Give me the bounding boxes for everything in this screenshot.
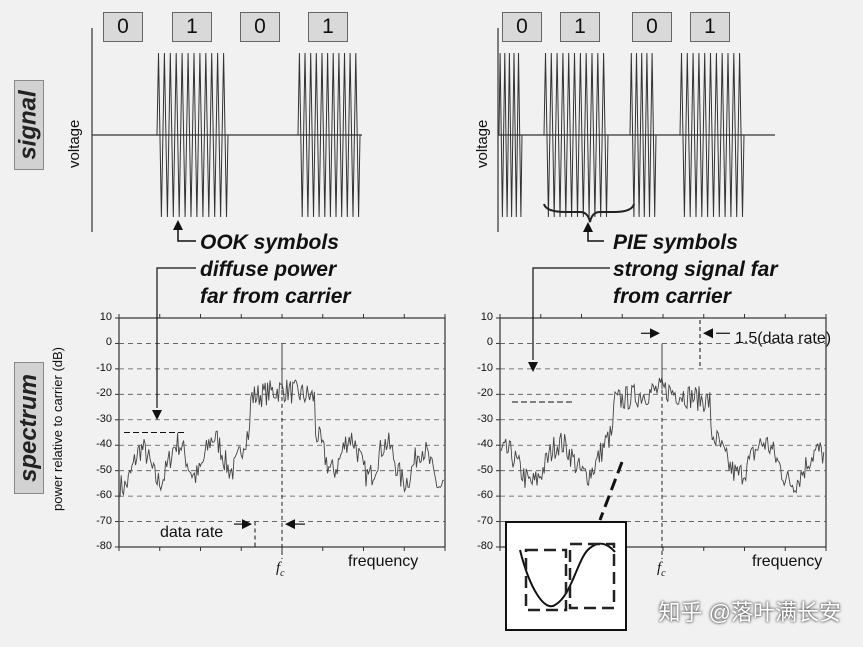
y-tick-label: -20 [477,387,493,400]
bit-box: 1 [690,12,730,42]
signal-row-label: signal [14,80,44,170]
y-tick-label: -80 [477,540,493,552]
inset-wave [519,542,616,608]
callout-line: PIE symbols [613,231,738,254]
data-rate-label: data rate [160,524,224,541]
y-tick-label: -50 [477,463,493,476]
frequency-label-left: frequency [348,553,419,570]
ook-arrow-head [173,220,183,230]
ook-arrow-line [177,226,196,242]
pie-arrow-line [587,228,604,242]
ook-burst-1 [156,52,229,218]
strong-arrow-line [532,267,610,360]
data-rate-1-5-label: 1.5(data rate) [735,330,832,347]
pie-arrow-head [583,222,593,232]
pie-burst [629,52,657,218]
spectrum-plot-frame [499,317,827,548]
bit-box: 0 [240,12,280,42]
y-tick-label: -40 [477,438,493,451]
frequency-label-right: frequency [752,553,823,570]
y-tick-label: -50 [96,463,112,476]
inset-pointer [598,461,624,521]
inset-dash-box [524,548,568,612]
pie-symbol-brace [543,203,635,223]
pie-burst [679,52,745,218]
y-tick-label: -30 [477,412,493,425]
pie-burst [498,52,523,218]
bit-box: 1 [172,12,212,42]
bit-box: 1 [560,12,600,42]
y-tick-label: 0 [105,336,112,349]
voltage-label-right: voltage [474,119,491,168]
y-tick-label: -20 [96,387,112,400]
spectrum-row-label: spectrum [14,362,44,494]
y-tick-label: -60 [96,489,112,502]
rate-1-5-arrow-head [650,328,660,339]
y-tick-label: -10 [96,361,112,374]
bit-box: 1 [308,12,348,42]
callout-line: diffuse power [200,258,337,281]
data-rate-arrow-head [242,519,252,530]
diffuse-arrow-head [152,410,162,420]
y-tick-label: 10 [99,311,112,323]
y-tick-label: 0 [486,336,493,349]
y-tick-label: -70 [96,514,112,527]
inset-dash-box [568,542,616,610]
callout-line: OOK symbols [200,231,339,254]
y-tick-label: -10 [477,361,493,374]
callout-line: far from carrier [200,285,351,308]
ook-burst-2 [297,52,361,218]
diffuse-arrow-line [156,267,196,408]
bit-box: 0 [502,12,542,42]
pie-callout: PIE symbols strong signal far from carri… [613,229,778,310]
voltage-label-left: voltage [66,119,83,168]
carrier-frequency-label-left: fc [276,560,285,579]
spectrum-y-axis-label: power relative to carrier (dB) [50,347,65,511]
rate-1-5-arrow-head [703,328,713,339]
data-rate-arrow-head [285,519,295,530]
y-tick-label: -40 [96,438,112,451]
strong-arrow-head [528,362,538,372]
watermark: 知乎 @落叶满长安 [658,600,841,625]
callout-line: strong signal far [613,258,778,281]
y-tick-label: -70 [477,514,493,527]
y-tick-label: 10 [480,311,493,323]
bit-box: 0 [103,12,143,42]
callout-line: from carrier [613,285,731,308]
y-tick-label: -80 [96,540,112,552]
ook-callout: OOK symbols diffuse power far from carri… [200,229,351,310]
y-tick-label: -60 [477,489,493,502]
pie-burst [543,52,609,218]
y-tick-label: -30 [96,412,112,425]
bit-box: 0 [632,12,672,42]
carrier-frequency-label-right: fc [657,560,666,579]
